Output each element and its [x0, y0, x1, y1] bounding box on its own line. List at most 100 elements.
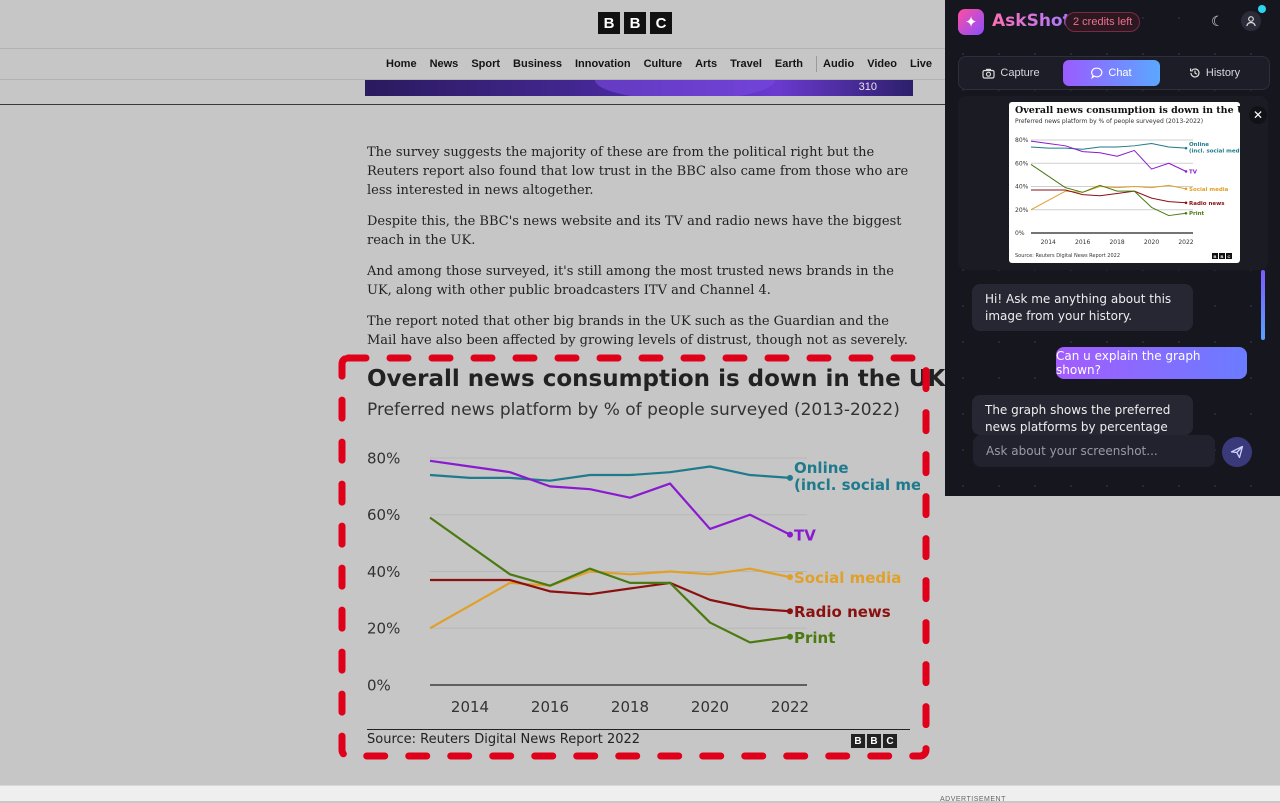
series-end-point [1184, 201, 1188, 205]
logo-letter: B [867, 734, 881, 748]
tab-label: Chat [1108, 67, 1132, 79]
bot-message: Hi! Ask me anything about this image fro… [972, 284, 1193, 331]
series-line [1030, 163, 1187, 217]
preview-bbc-logo: B B C [1212, 253, 1232, 259]
nav-live[interactable]: Live [909, 58, 932, 70]
series-label: TV [794, 527, 816, 545]
nav-business[interactable]: Business [513, 58, 562, 70]
y-tick-label: 0% [1015, 230, 1025, 237]
panel-tabs: Capture Chat History [958, 56, 1270, 90]
scrollbar[interactable] [1261, 270, 1265, 340]
series-line [1030, 184, 1187, 211]
series-line [429, 516, 791, 644]
series-line [1031, 189, 1187, 204]
header-divider [0, 48, 945, 49]
tab-label: History [1205, 67, 1241, 79]
series-label: TV [1189, 169, 1198, 175]
screenshot-preview-area: Overall news consumption is down in the … [958, 96, 1268, 270]
camera-icon [982, 68, 996, 79]
series-label: Social media [1189, 187, 1229, 193]
nav-home[interactable]: Home [386, 58, 417, 70]
y-tick-label: 80% [367, 449, 400, 467]
chart-footer-rule [367, 729, 910, 730]
logo-letter: B [851, 734, 865, 748]
app-name: AskShot [992, 11, 1071, 31]
series-label: (incl. social media) [794, 476, 920, 494]
series-end-point [787, 574, 793, 581]
nav-audio[interactable]: Audio [823, 58, 855, 70]
x-tick-label: 2022 [771, 698, 809, 716]
nav-video[interactable]: Video [867, 58, 897, 70]
nav-sport[interactable]: Sport [471, 58, 501, 70]
x-tick-label: 2018 [1109, 239, 1124, 246]
series-end-point [1184, 211, 1188, 215]
series-end-point [787, 608, 793, 615]
selection-marker-outline [338, 354, 930, 760]
askshot-panel: ✦ AskShot 2 credits left ☾ Capture Chat … [945, 0, 1280, 496]
nav-news[interactable]: News [429, 58, 459, 70]
user-icon[interactable] [1241, 11, 1261, 31]
series-label: Radio news [1189, 201, 1225, 207]
y-tick-label: 40% [1015, 184, 1029, 191]
nav-innovation[interactable]: Innovation [574, 58, 631, 70]
series-end-point [787, 633, 793, 640]
tab-capture[interactable]: Capture [963, 60, 1059, 86]
hero-image: 310 [365, 80, 913, 96]
notification-dot [1258, 5, 1266, 13]
logo-letter: B [1212, 253, 1218, 259]
series-label: Social media [794, 569, 901, 587]
moon-icon[interactable]: ☾ [1211, 13, 1224, 29]
series-end-point [1184, 146, 1188, 150]
close-icon[interactable]: ✕ [1249, 106, 1267, 124]
sparkle-icon: ✦ [958, 9, 984, 35]
article-body: The survey suggests the majority of thes… [367, 143, 912, 362]
tab-chat[interactable]: Chat [1063, 60, 1160, 86]
nav-separator [816, 56, 818, 72]
nav-arts[interactable]: Arts [695, 58, 718, 70]
ad-bar: ADVERTISEMENT [0, 785, 1280, 803]
series-label: Print [1189, 211, 1205, 217]
credits-badge: 2 credits left [1065, 12, 1141, 32]
x-tick-label: 2016 [531, 698, 569, 716]
logo-letter: C [650, 12, 672, 34]
send-button[interactable] [1222, 437, 1252, 467]
logo-letter: B [1219, 253, 1225, 259]
nav-culture[interactable]: Culture [643, 58, 683, 70]
series-end-point [1184, 170, 1188, 173]
x-tick-label: 2014 [451, 698, 489, 716]
article-paragraph: The survey suggests the majority of thes… [367, 145, 909, 198]
bbc-logo[interactable]: B B C [598, 12, 672, 34]
article-paragraph: The report noted that other big brands i… [367, 314, 908, 348]
article-paragraph: Despite this, the BBC's news website and… [367, 214, 902, 248]
nav-earth[interactable]: Earth [774, 58, 804, 70]
logo-letter: B [624, 12, 646, 34]
y-tick-label: 60% [367, 506, 400, 524]
chart-source: Source: Reuters Digital News Report 2022 [367, 732, 641, 747]
y-tick-label: 40% [367, 563, 400, 581]
series-line [429, 459, 791, 536]
chat-bubble-icon [1091, 67, 1103, 79]
chart-title: Overall news consumption is down in the … [367, 366, 946, 392]
x-tick-label: 2014 [1041, 239, 1056, 246]
y-tick-label: 20% [367, 620, 400, 638]
preview-subtitle: Preferred news platform by % of people s… [1015, 118, 1204, 125]
chat-input[interactable] [973, 435, 1215, 467]
screenshot-thumbnail[interactable]: Overall news consumption is down in the … [1009, 102, 1240, 263]
y-tick-label: 80% [1015, 137, 1029, 144]
tab-history[interactable]: History [1164, 60, 1265, 86]
content-divider [0, 104, 945, 105]
series-line [430, 578, 791, 613]
chart-subtitle: Preferred news platform by % of people s… [367, 400, 900, 420]
nav-travel[interactable]: Travel [730, 58, 762, 70]
preview-chart: 0% 20% 40% 60% 80% 2014 2016 2018 2020 2022 Online… [1015, 137, 1240, 246]
logo-letter: C [883, 734, 897, 748]
chart-bbc-logo: B B C [851, 734, 897, 748]
series-label: Online [1189, 142, 1209, 148]
preview-title: Overall news consumption is down in the … [1015, 105, 1240, 116]
series-end-point [1184, 187, 1188, 191]
x-tick-label: 2016 [1075, 239, 1090, 246]
x-tick-label: 2020 [1144, 239, 1159, 246]
series-end-point [787, 474, 793, 481]
send-icon [1230, 445, 1244, 459]
series-line [1030, 140, 1187, 172]
